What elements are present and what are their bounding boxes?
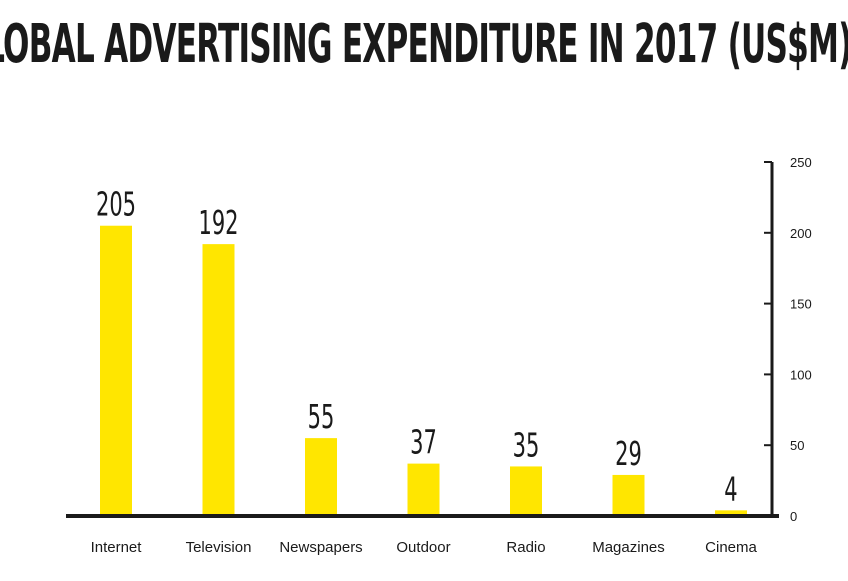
y-tick-label-0: 0 [790, 509, 797, 524]
bar-internet [100, 225, 132, 516]
category-label-television: Television [186, 539, 252, 556]
value-label-cinema: 4 [724, 469, 737, 508]
bar-television [202, 244, 235, 517]
bar-magazines [612, 474, 645, 516]
y-tick-label-250: 250 [790, 155, 812, 170]
value-labels-group: 205 192 55 37 35 29 4 [96, 185, 738, 509]
value-label-internet: 205 [96, 185, 136, 224]
y-tick-label-50: 50 [790, 438, 804, 453]
value-label-radio: 35 [513, 425, 540, 464]
category-labels-group: Internet Television Newspapers Outdoor Radio… [91, 539, 758, 556]
bar-radio [510, 466, 542, 516]
value-label-magazines: 29 [615, 434, 642, 473]
value-label-television: 192 [198, 203, 238, 242]
bar-outdoor [407, 463, 440, 516]
y-tick-label-200: 200 [790, 226, 812, 241]
y-tick-label-150: 150 [790, 297, 812, 312]
y-tick-label-100: 100 [790, 367, 812, 382]
y-axis: 0 50 100 150 200 250 [764, 155, 812, 524]
category-label-internet: Internet [91, 539, 143, 556]
value-label-outdoor: 37 [410, 423, 437, 462]
category-label-outdoor: Outdoor [396, 539, 450, 556]
bars-group [100, 225, 747, 517]
bar-cinema [715, 510, 747, 516]
category-label-newspapers: Newspapers [279, 539, 362, 556]
category-label-radio: Radio [506, 539, 545, 556]
category-label-cinema: Cinema [705, 539, 757, 556]
bar-newspapers [305, 438, 337, 516]
value-label-newspapers: 55 [308, 397, 335, 436]
category-label-magazines: Magazines [592, 539, 665, 556]
chart-title: GLOBAL ADVERTISING EXPENDITURE IN 2017 (… [0, 13, 848, 75]
